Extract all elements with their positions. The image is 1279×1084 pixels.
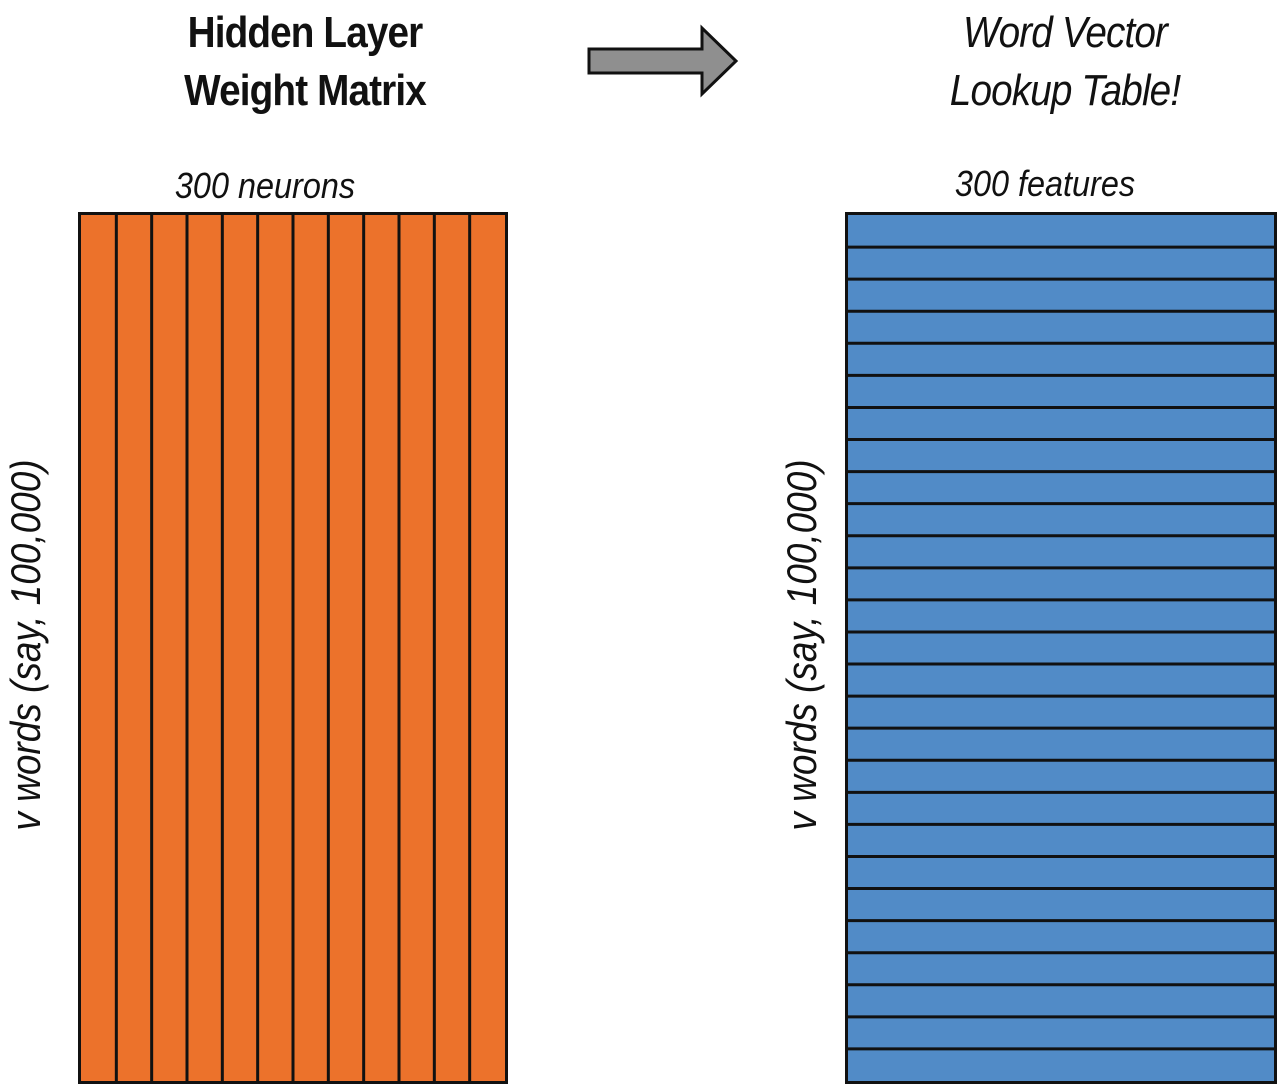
- neurons-column-label: 300 neurons: [174, 165, 356, 206]
- left-rows-label: v words (say, 100,000): [2, 459, 49, 831]
- hidden-layer-title-line-2: Weight Matrix: [184, 66, 427, 115]
- lookup-table-row-dividers: [848, 245, 1274, 1051]
- weight-matrix: [78, 212, 508, 1084]
- word-vector-title: Word Vector Lookup Table!: [871, 4, 1258, 120]
- weight-matrix-column-dividers: [114, 215, 472, 1081]
- right-arrow-icon: [587, 24, 739, 98]
- lookup-table: [845, 212, 1277, 1084]
- features-column-label: 300 features: [954, 163, 1136, 204]
- hidden-layer-title: Hidden Layer Weight Matrix: [116, 4, 494, 120]
- word-vector-title-line-2: Lookup Table!: [949, 66, 1181, 115]
- hidden-layer-title-line-1: Hidden Layer: [187, 8, 424, 57]
- right-rows-label: v words (say, 100,000): [778, 459, 825, 831]
- word-vector-title-line-1: Word Vector: [962, 8, 1168, 57]
